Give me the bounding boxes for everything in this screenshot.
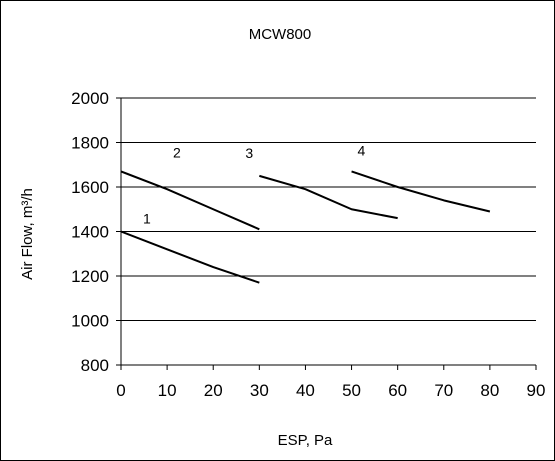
series-label-4: 4 [358, 142, 366, 158]
grid-lines [121, 97, 536, 321]
y-tick-label: 1400 [71, 223, 109, 242]
x-tick-label: 50 [342, 381, 361, 400]
series-line-3 [259, 174, 398, 220]
series-line-2 [120, 170, 260, 231]
x-tick-label: 90 [527, 381, 546, 400]
axes [116, 97, 537, 370]
x-tick-label: 0 [116, 381, 125, 400]
x-tick-label: 60 [388, 381, 407, 400]
series-label-1: 1 [143, 211, 151, 227]
y-tick-label: 1800 [71, 134, 109, 153]
series-line-1 [120, 230, 260, 284]
series-label-3: 3 [245, 145, 253, 161]
x-tick-label: 80 [480, 381, 499, 400]
y-tick-label: 800 [81, 356, 109, 375]
series-labels: 1 2 3 4 [143, 142, 366, 226]
y-tick-label: 1200 [71, 267, 109, 286]
chart-title: MCW800 [249, 26, 312, 43]
x-tick-label: 20 [204, 381, 223, 400]
x-axis-label: ESP, Pa [278, 432, 333, 449]
x-tick-label: 40 [296, 381, 315, 400]
x-tick-label: 70 [434, 381, 453, 400]
x-tick-label: 30 [250, 381, 269, 400]
series-group [120, 170, 491, 284]
tick-labels: 800 1000 1200 1400 1600 1800 2000 0 10 20 30 40 50 60… [71, 89, 545, 400]
y-axis-label: Air Flow, m³/h [19, 188, 36, 280]
y-tick-label: 2000 [71, 89, 109, 108]
series-label-2: 2 [173, 144, 181, 160]
series-line-4 [351, 170, 491, 213]
y-tick-label: 1600 [71, 178, 109, 197]
y-tick-label: 1000 [71, 312, 109, 331]
x-tick-label: 10 [158, 381, 177, 400]
